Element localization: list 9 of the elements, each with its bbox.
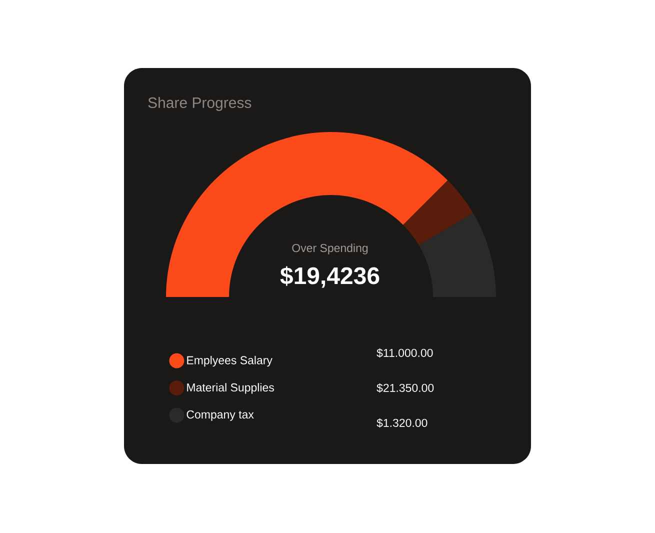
chart-title: Share Progress [148,97,252,111]
text: $19,4236 [280,266,380,288]
data-label: $21.350.00 [376,383,434,393]
legend-label: Company tax [186,410,254,421]
data-label: $11.000.00 [376,348,433,358]
data-label: $1.320.00 [376,418,428,428]
text: Over Spending [292,244,368,254]
legend-label: Emplyees Salary [187,356,272,367]
legend-label: Material Supplies [187,383,274,394]
